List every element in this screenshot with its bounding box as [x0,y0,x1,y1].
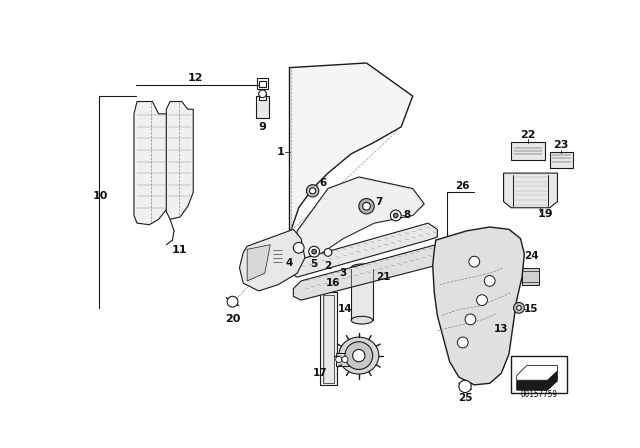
Bar [320,293,337,385]
Circle shape [516,306,521,310]
Text: 10: 10 [92,191,108,201]
Circle shape [307,185,319,197]
Circle shape [465,314,476,325]
Ellipse shape [351,316,372,324]
Text: 6: 6 [319,178,326,188]
Bar [259,81,266,87]
Polygon shape [516,371,557,390]
Circle shape [342,356,348,362]
Text: 19: 19 [538,209,554,219]
Text: 15: 15 [524,304,538,314]
Polygon shape [166,102,193,220]
Circle shape [484,276,495,286]
Circle shape [353,349,365,362]
Ellipse shape [339,337,379,374]
Text: 23: 23 [554,140,569,150]
Text: 17: 17 [313,367,328,378]
Text: 21: 21 [376,272,390,282]
Circle shape [458,337,468,348]
Circle shape [345,342,372,370]
Polygon shape [511,142,545,160]
Text: 14: 14 [338,304,352,314]
Bar [351,268,372,320]
Circle shape [394,213,398,218]
Text: 00157759: 00157759 [520,390,557,399]
Text: 12: 12 [188,73,204,83]
Polygon shape [504,173,557,208]
Bar [259,94,266,100]
Bar [273,246,282,271]
Circle shape [227,296,238,307]
Text: 11: 11 [172,245,187,255]
Circle shape [459,380,471,392]
Text: 25: 25 [458,393,472,403]
Polygon shape [433,227,524,385]
Text: 4: 4 [286,258,293,268]
Text: 5: 5 [310,259,318,269]
Circle shape [336,356,342,362]
Bar [336,353,351,366]
Circle shape [310,188,316,194]
Bar [323,295,334,383]
Text: 16: 16 [326,278,340,288]
Circle shape [308,246,319,257]
Text: 2: 2 [324,260,332,271]
Ellipse shape [351,264,372,271]
Bar [511,356,566,392]
Polygon shape [289,63,413,235]
Circle shape [469,256,480,267]
Text: 3: 3 [340,268,347,278]
Text: 22: 22 [520,129,536,140]
Polygon shape [289,223,437,277]
Text: 8: 8 [403,211,410,220]
Polygon shape [239,229,305,291]
Text: 7: 7 [375,197,383,207]
Polygon shape [296,177,424,260]
Polygon shape [550,152,573,168]
Polygon shape [516,366,557,380]
Text: 9: 9 [259,122,266,132]
Circle shape [363,202,371,210]
Circle shape [324,249,332,256]
Bar [522,268,539,285]
Text: 26: 26 [456,181,470,191]
Circle shape [513,302,524,313]
Circle shape [312,250,316,254]
Bar [257,78,268,89]
Bar [513,145,543,158]
Circle shape [477,295,488,306]
Text: 24: 24 [524,250,539,260]
Text: 13: 13 [494,324,509,334]
Polygon shape [293,245,445,300]
Polygon shape [134,102,168,225]
Circle shape [259,90,266,98]
Polygon shape [247,245,270,281]
Circle shape [359,198,374,214]
Text: 1: 1 [276,147,284,157]
Bar [257,96,269,118]
Circle shape [293,242,304,253]
Text: 20: 20 [225,314,240,324]
Circle shape [390,210,401,221]
